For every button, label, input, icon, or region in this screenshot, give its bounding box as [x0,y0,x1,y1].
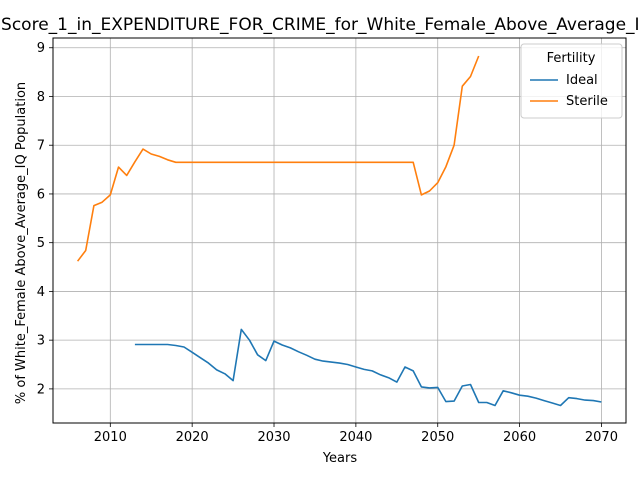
y-tick-label: 2 [37,382,45,397]
y-tick-label: 5 [37,236,45,251]
series-lines [76,55,602,407]
x-tick-label: 2050 [421,430,454,445]
y-tick-label: 8 [37,90,45,105]
plot-area-frame [52,37,627,424]
y-tick-label: 4 [37,285,45,300]
series-line-ideal [134,328,602,407]
y-tick-label: 6 [37,187,45,202]
legend-title: Fertility [547,51,596,66]
x-axis-title: Years [322,451,358,466]
x-tick-label: 2040 [339,430,372,445]
chart-title: Score_1_in_EXPENDITURE_FOR_CRIME_for_Whi… [1,15,640,35]
x-tick-label: 2020 [176,430,209,445]
legend-label-ideal: Ideal [566,73,598,88]
y-tick-label: 3 [37,334,45,349]
x-tick-label: 2010 [94,430,127,445]
x-tick-label: 2060 [503,430,536,445]
series-line-sterile [76,55,480,262]
axis-ticks: 2010 2020 2030 2040 2050 2060 2070 2 3 4 5 6 7 8 9 [37,41,618,445]
y-tick-label: 7 [37,139,45,154]
y-tick-label: 9 [37,41,45,56]
y-axis-title: % of White_Female Above_Average_IQ Popul… [14,82,29,404]
x-tick-label: 2030 [257,430,290,445]
x-tick-label: 2070 [585,430,618,445]
legend-box [520,43,623,119]
legend: Fertility Ideal Sterile [520,43,623,119]
legend-label-sterile: Sterile [566,94,608,109]
